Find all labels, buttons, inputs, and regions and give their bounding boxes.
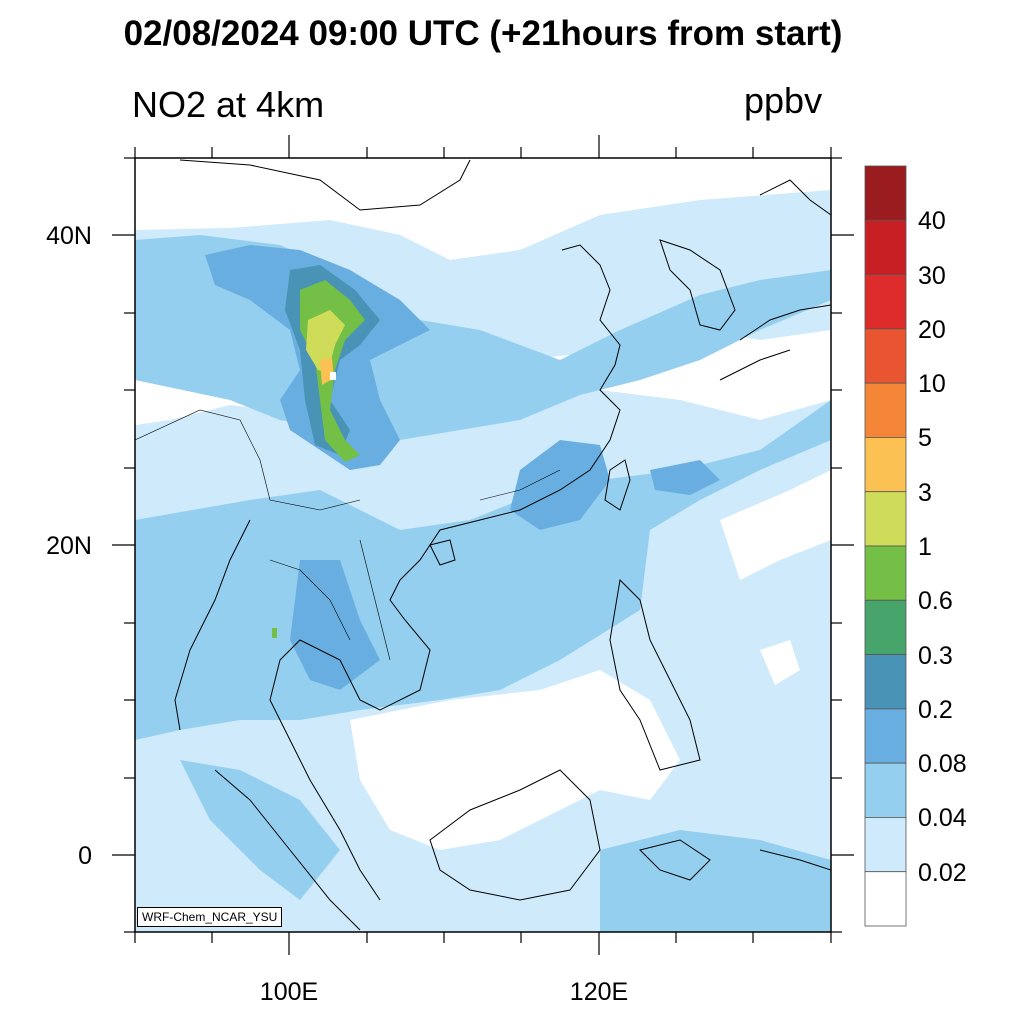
- coast-mongolia: [179, 159, 471, 211]
- field-band-08-indochina: [290, 560, 380, 690]
- border-1: [135, 409, 361, 511]
- field-low-mongolia: [135, 158, 831, 260]
- field-hole: [330, 372, 336, 380]
- field-band-04-sw: [180, 760, 340, 900]
- coast-burma: [174, 519, 251, 731]
- field-low-pacific2: [760, 640, 800, 685]
- coastlines: [174, 159, 831, 931]
- colorbar-box: [864, 165, 907, 221]
- variable-label: NO2 at 4km: [132, 84, 325, 125]
- colorbar-box: [864, 437, 907, 493]
- colorbar-label: 0.08: [918, 750, 967, 779]
- colorbar-box: [864, 545, 907, 601]
- border-4: [479, 469, 561, 501]
- colorbar-box: [864, 491, 907, 547]
- lon-label-100e: 100E: [259, 978, 319, 1006]
- colorbar-label: 0.04: [918, 804, 967, 833]
- coast-taiwan: [604, 459, 631, 511]
- colorbar-label: 40: [918, 207, 946, 236]
- colorbar-box: [864, 817, 907, 873]
- colorbar-label: 0.6: [918, 587, 953, 616]
- colorbar-label: 3: [918, 478, 932, 507]
- lat-label-20n: 20N: [46, 532, 92, 560]
- colorbar-box: [864, 871, 907, 927]
- border-2: [359, 539, 391, 661]
- lon-label-120e: 120E: [569, 978, 629, 1006]
- colorbar-box: [864, 708, 907, 764]
- coast-sumatra: [214, 769, 361, 931]
- borders: [135, 409, 561, 661]
- units-label: ppbv: [744, 80, 823, 121]
- colorbar-label: 1: [918, 533, 932, 561]
- colorbar-label: 20: [918, 315, 946, 344]
- coast-newguinea: [759, 849, 831, 871]
- field-band-1: [306, 310, 345, 372]
- colorbar: [864, 165, 907, 927]
- field-band-08-china: [510, 440, 610, 530]
- colorbar-box: [864, 274, 907, 330]
- colorbar-label: 0.02: [918, 858, 967, 887]
- field-point-source: [272, 628, 277, 638]
- coast-hainan: [429, 539, 456, 566]
- coast-japan: [719, 179, 831, 381]
- colorbar-box: [864, 382, 907, 438]
- colorbar-label: 5: [918, 424, 932, 453]
- lat-label-40n: 40N: [46, 222, 92, 250]
- lat-label-0: 0: [78, 842, 92, 870]
- field-band-08-sea: [650, 460, 720, 495]
- colorbar-label: 10: [918, 370, 946, 399]
- colorbar-box: [864, 762, 907, 818]
- colorbar-box: [864, 599, 907, 655]
- coast-china: [269, 244, 621, 901]
- colorbar-box: [864, 654, 907, 710]
- ticks: [112, 135, 854, 955]
- field-layer: [135, 158, 831, 932]
- colorbar-box: [864, 219, 907, 275]
- colorbar-box: [864, 328, 907, 384]
- field-low-scs: [350, 670, 680, 850]
- coast-sulawesi: [639, 839, 711, 881]
- coast-philippines: [609, 578, 701, 771]
- coast-korea: [659, 239, 736, 331]
- field-low-pacific: [720, 470, 831, 580]
- colorbar-label: 0.3: [918, 641, 953, 670]
- field-band-04-se: [600, 830, 831, 932]
- colorbar-label: 30: [918, 261, 946, 290]
- model-credit: WRF-Chem_NCAR_YSU: [137, 907, 283, 927]
- coast-borneo: [429, 769, 601, 901]
- plot-title: 02/08/2024 09:00 UTC (+21hours from star…: [123, 14, 843, 53]
- colorbar-label: 0.2: [918, 695, 953, 724]
- border-3: [269, 559, 351, 641]
